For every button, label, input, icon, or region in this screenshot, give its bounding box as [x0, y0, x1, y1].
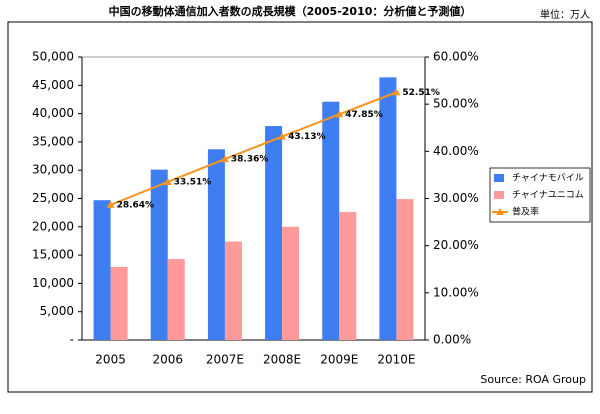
bar [322, 101, 340, 341]
x-tick-label: 2007E [206, 353, 244, 367]
bar [396, 199, 414, 340]
data-label: 52.51% [402, 88, 440, 98]
line-marker [335, 110, 344, 118]
y2-tick-label: 0.00% [433, 333, 471, 347]
data-label: 47.85% [345, 110, 383, 120]
y2-tick-label: 10.00% [433, 285, 479, 299]
y-tick-label: 40,000 [32, 106, 74, 120]
source: Source: ROA Group [480, 373, 586, 386]
bar [379, 77, 397, 340]
bar [224, 241, 242, 340]
line-marker [106, 200, 115, 208]
legend-marker [496, 208, 504, 215]
data-label: 43.13% [288, 132, 326, 142]
line-marker [392, 88, 401, 96]
legend-swatch [494, 174, 504, 182]
bar [265, 126, 283, 340]
legend-swatch [494, 191, 504, 199]
y2-tick-label: 60.00% [433, 50, 479, 64]
bar [282, 226, 300, 340]
data-label: 38.36% [231, 155, 269, 165]
y-tick-label: 35,000 [32, 134, 74, 148]
x-tick-label: 2006 [152, 353, 183, 367]
y2-tick-label: 50.00% [433, 97, 479, 111]
y-tick-label: 20,000 [32, 219, 74, 233]
y-tick-label: 30,000 [32, 163, 74, 177]
y2-tick-label: 30.00% [433, 191, 479, 205]
bar [167, 259, 185, 340]
y-tick-label: 15,000 [32, 248, 74, 262]
y-tick-label: 5,000 [40, 304, 74, 318]
data-label: 33.51% [174, 177, 212, 187]
y2-tick-label: 20.00% [433, 238, 479, 252]
line-marker [220, 155, 229, 163]
bar [207, 149, 225, 340]
y-tick-label: 50,000 [32, 50, 74, 64]
plot-area [81, 56, 426, 341]
line-marker [163, 177, 172, 185]
data-label: 28.64% [117, 200, 155, 210]
chart-frame [7, 21, 593, 393]
y2-tick-label: 40.00% [433, 144, 479, 158]
unit-label: 単位：万人 [540, 8, 590, 21]
y-tick-label: 45,000 [32, 78, 74, 92]
x-tick-label: 2009E [320, 353, 358, 367]
bar [110, 266, 128, 340]
x-tick-label: 2005 [95, 353, 126, 367]
x-tick-label: 2008E [263, 353, 301, 367]
line [110, 91, 397, 206]
x-tick-label: 2010E [377, 353, 415, 367]
y-tick-label: 25,000 [32, 191, 74, 205]
chart-title: 中国の移動体通信加入者数の成長規模（2005-2010：分析値と予測値） [109, 4, 472, 18]
legend-label: チャイナユニコム [512, 190, 584, 201]
line-marker [278, 132, 287, 140]
y-tick-label: 10,000 [32, 276, 74, 290]
y-tick-label: - [70, 333, 74, 347]
bar [93, 200, 111, 340]
legend-label: チャイナモバイル [512, 173, 584, 184]
bar [150, 169, 168, 340]
bar [339, 212, 357, 340]
legend-label: 普及率 [512, 206, 539, 218]
